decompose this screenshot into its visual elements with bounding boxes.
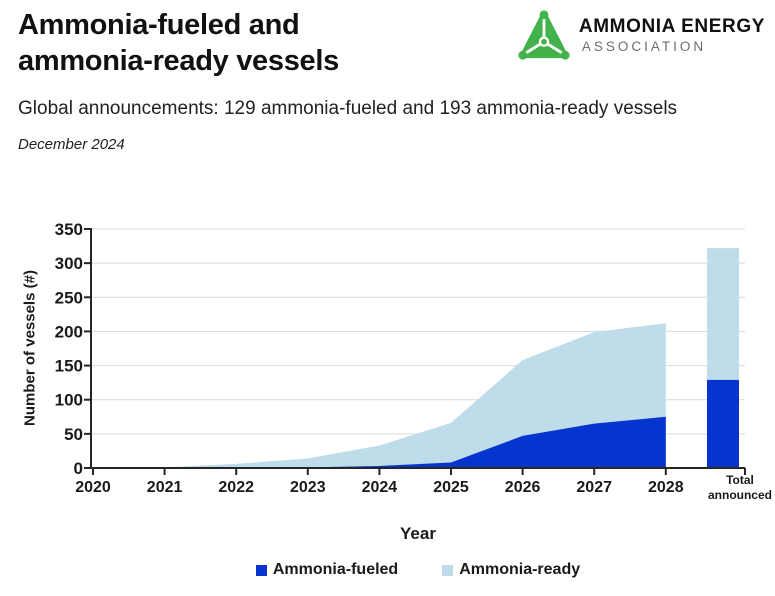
report-date: December 2024: [18, 136, 125, 153]
x-tick-label: 2020: [75, 479, 111, 496]
logo-name: AMMONIA ENERGY: [578, 16, 765, 37]
aea-logo: AMMONIA ENERGY ASSOCIATION: [518, 10, 765, 60]
ammonia-ready-area: [93, 323, 666, 468]
ammonia-fueled-area: [93, 416, 666, 468]
y-tick-label: 350: [55, 220, 83, 239]
ready-swatch-icon: [442, 564, 454, 576]
y-tick-label: 250: [55, 288, 83, 307]
logo-subname: ASSOCIATION: [581, 39, 707, 54]
y-tick-label: 150: [55, 357, 83, 376]
fueled-swatch-icon: [255, 564, 267, 576]
y-tick-label: 50: [64, 425, 83, 444]
y-tick-label: 0: [74, 459, 83, 478]
x-tick-label: 2026: [505, 479, 541, 496]
stacked-area-chart: 0 50 100 150 200 250 300 350 2020 2021 2022 2023 202…: [55, 220, 772, 502]
x-axis-title: Year: [400, 524, 436, 543]
legend-label-fueled: Ammonia-fueled: [272, 561, 399, 578]
x-tick-label: 2024: [362, 479, 398, 496]
legend-label-ready: Ammonia-ready: [459, 561, 581, 578]
x-tick-label: 2027: [576, 479, 612, 496]
x-tick-label: 2025: [433, 479, 469, 496]
page-title-line1: Ammonia-fueled and: [18, 9, 300, 41]
page-title: Ammonia-fueled and ammonia-ready vessels: [18, 8, 339, 80]
header: Ammonia-fueled and ammonia-ready vessels…: [18, 8, 765, 80]
total-announced-label: Total: [726, 473, 754, 487]
x-tick-label: 2023: [290, 479, 326, 496]
y-tick-label: 300: [55, 254, 83, 273]
y-tick-label: 100: [55, 391, 83, 410]
y-tick-label: 200: [55, 322, 83, 341]
page-title-line2: ammonia-ready vessels: [18, 44, 339, 77]
ammonia-molecule-icon: [518, 10, 570, 60]
x-tick-label: 2022: [218, 479, 254, 496]
total-bar-ready-segment: [707, 248, 739, 380]
logo-text: AMMONIA ENERGY ASSOCIATION: [579, 16, 765, 54]
legend-item-fueled: Ammonia-fueled: [255, 561, 399, 579]
total-announced-label: announced: [708, 488, 772, 502]
total-bar-fueled-segment: [707, 379, 739, 468]
chart-legend: Ammonia-fueled Ammonia-ready: [91, 561, 745, 579]
legend-item-ready: Ammonia-ready: [442, 561, 580, 579]
subtitle: Global announcements: 129 ammonia-fueled…: [18, 98, 678, 119]
x-tick-label: 2028: [648, 479, 684, 496]
x-tick-label: 2021: [147, 479, 183, 496]
